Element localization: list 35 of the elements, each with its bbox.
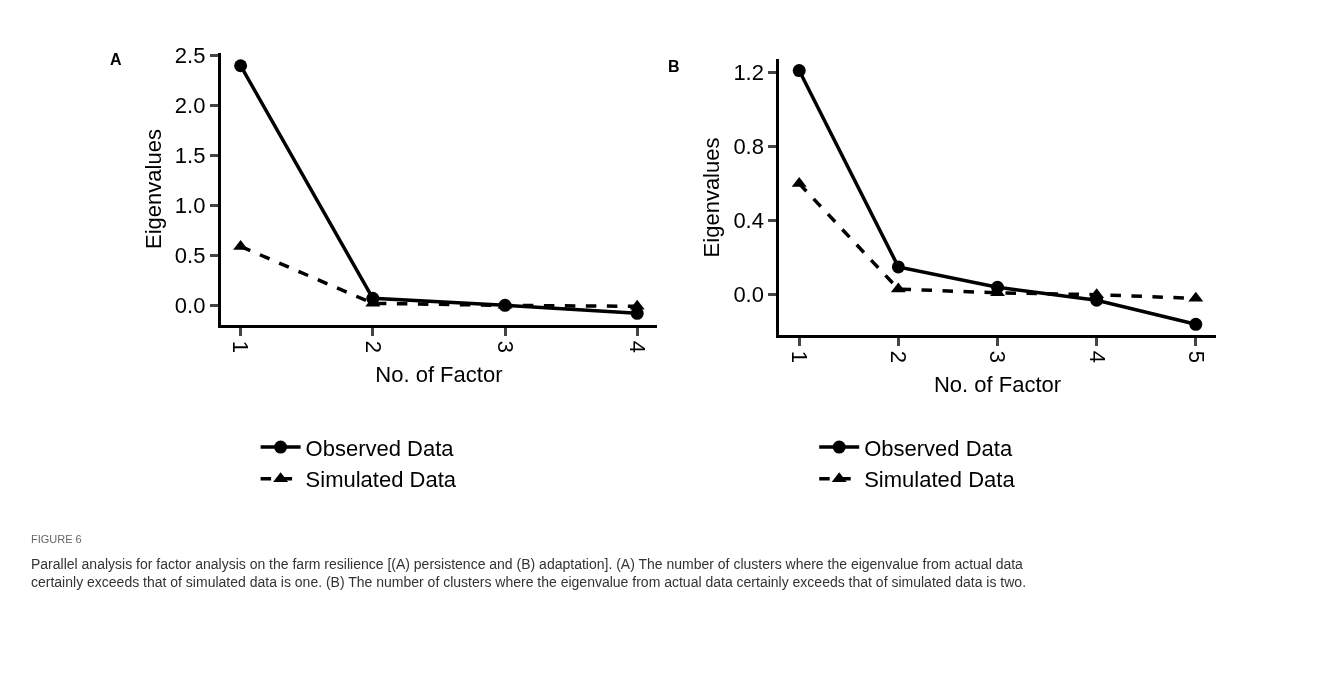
point — [234, 59, 248, 73]
x-tick-label: 2 — [886, 350, 912, 364]
y-tick-label: 0.8 — [733, 134, 764, 160]
y-tick-label: 1.0 — [174, 193, 206, 219]
point — [792, 64, 806, 78]
y-tick-label: 0.5 — [174, 243, 206, 269]
x-tick-label: 3 — [492, 340, 518, 353]
x-axis-title: No. of Factor — [375, 361, 503, 387]
point — [1189, 317, 1203, 331]
x-tick-label: 4 — [1084, 350, 1110, 364]
legend-label: Simulated Data — [864, 467, 1016, 493]
caption: FIGURE 6 — [31, 533, 82, 545]
x-tick-label: 1 — [787, 350, 813, 364]
x-tick-label: 3 — [985, 350, 1011, 364]
y-tick-label: 0.0 — [174, 293, 206, 319]
x-axis-title: No. of Factor — [933, 371, 1062, 397]
y-tick-label: 1.5 — [174, 143, 206, 169]
legend-label: Observed Data — [305, 435, 455, 461]
x-tick-label: 1 — [228, 340, 254, 353]
point — [891, 260, 905, 274]
y-tick-label: 2.0 — [174, 93, 206, 119]
y-tick-label: 2.5 — [174, 43, 206, 69]
x-tick-label: 4 — [625, 340, 651, 353]
x-tick-label: 5 — [1183, 350, 1209, 364]
legend-label: Observed Data — [864, 435, 1013, 461]
chart-title: A — [110, 51, 122, 68]
y-tick-label: 0.4 — [733, 208, 764, 234]
y-tick-label: 1.2 — [733, 60, 764, 86]
legend-label: Simulated Data — [305, 467, 457, 493]
y-axis-title: Eigenvalues — [699, 137, 725, 258]
y-tick-label: 0.0 — [733, 282, 764, 308]
y-axis-title: Eigenvalues — [140, 129, 166, 249]
chart-title: B — [668, 58, 680, 75]
text: Parallel analysis for factor analysis on the farm resilience [(A) persistence and (B) adaptation]. (A) The number of clusters where the eigenvalue from actual data certainly exceeds that of simulated data is one. (B) The number of clusters where the eigenvalue from actual data certainly exceeds that of simulated data is two. — [31, 556, 1027, 591]
x-tick-label: 2 — [360, 340, 386, 353]
